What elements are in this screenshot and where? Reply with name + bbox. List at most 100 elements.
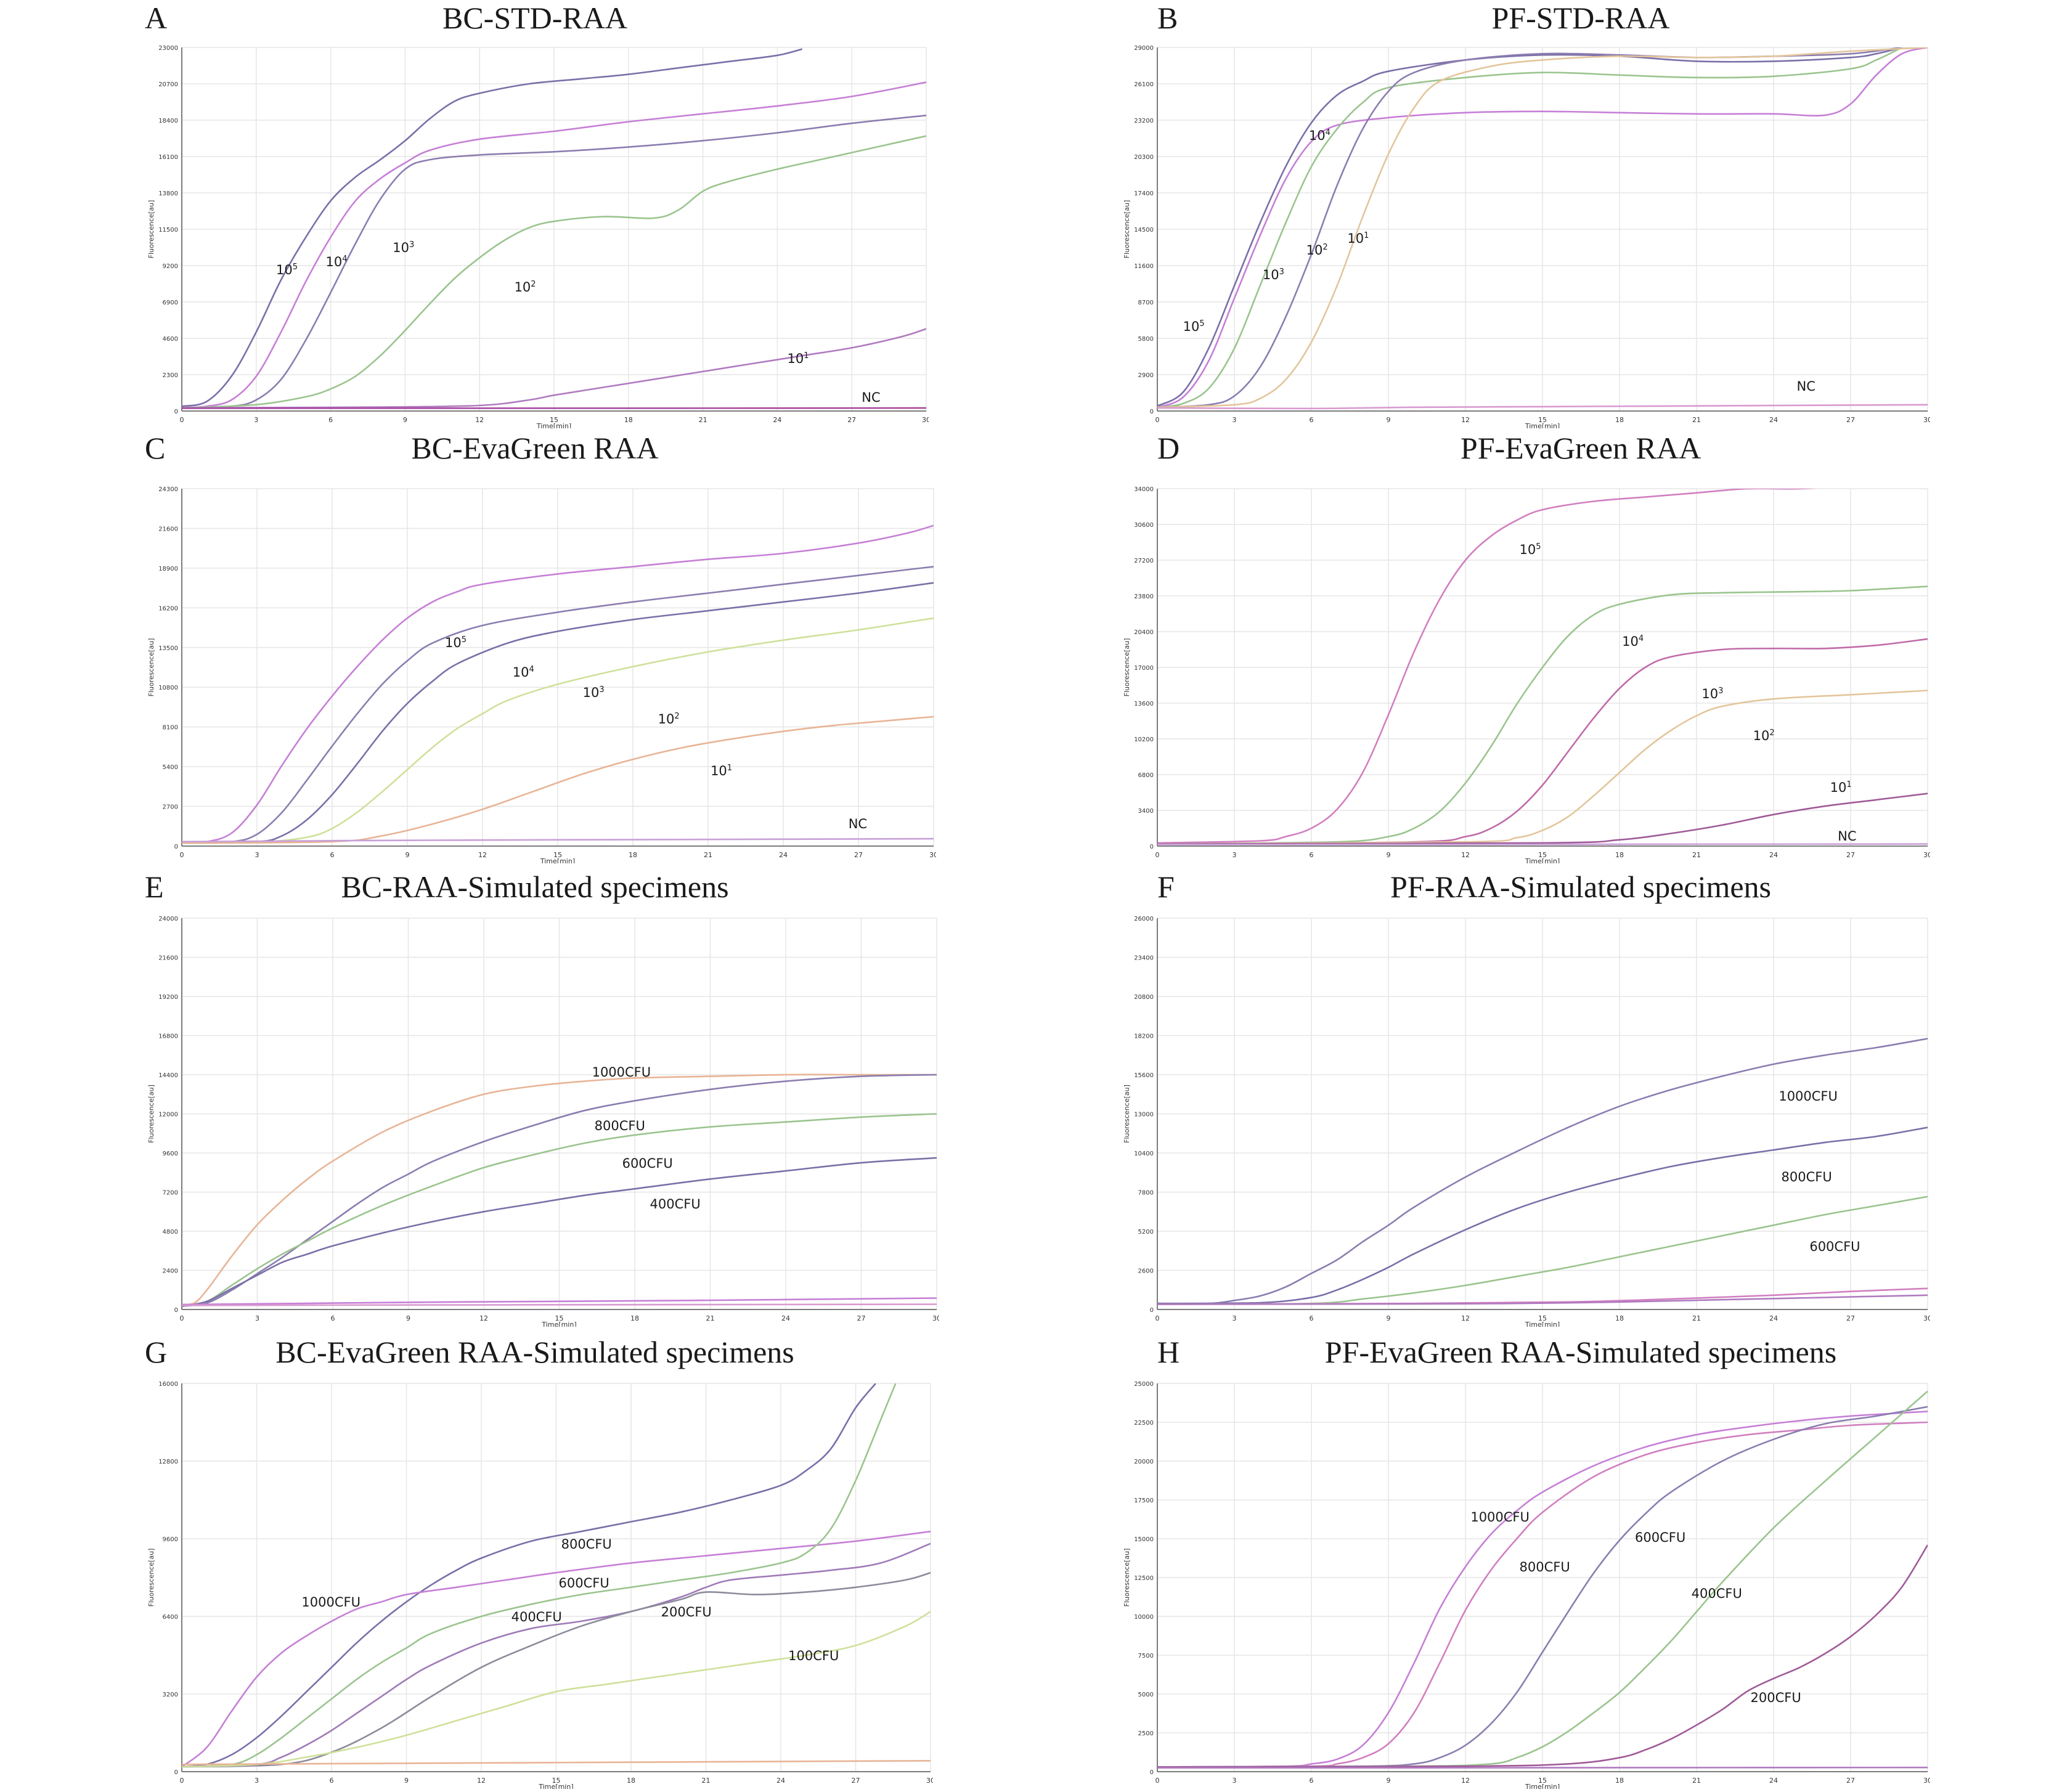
curve-label: 600CFU xyxy=(559,1574,639,1599)
x-tick-label: 30 xyxy=(1923,851,1930,859)
x-tick-label: 18 xyxy=(1615,851,1624,859)
panel-letter: F xyxy=(1157,869,1175,905)
x-tick-label: 27 xyxy=(1846,851,1855,859)
x-tick-label: 12 xyxy=(479,1314,488,1322)
y-tick-label: 23000 xyxy=(158,45,178,52)
x-tick-label: 6 xyxy=(330,851,335,859)
curve-label: 200CFU xyxy=(1751,1688,1831,1713)
curve-label: 105 xyxy=(1520,538,1600,563)
curve-label: 1000CFU xyxy=(1779,1087,1859,1112)
y-tick-label: 16800 xyxy=(158,1033,178,1040)
chart-title: BC-STD-RAA xyxy=(442,0,627,36)
y-tick-label: 10400 xyxy=(1134,1151,1154,1157)
x-tick-label: 30 xyxy=(932,1314,939,1322)
y-tick-label: 3200 xyxy=(163,1692,178,1698)
y-tick-label: 21600 xyxy=(158,955,178,962)
y-axis-label: Fluorescence[au] xyxy=(1123,638,1131,697)
y-tick-label: 20300 xyxy=(1134,154,1154,161)
chart-title: PF-EvaGreen RAA-Simulated specimens xyxy=(1325,1334,1836,1370)
x-tick-label: 24 xyxy=(1769,416,1778,424)
x-tick-label: 24 xyxy=(773,416,781,424)
curve-label: 101 xyxy=(1830,776,1910,800)
y-tick-label: 13000 xyxy=(1134,1112,1154,1118)
x-tick-label: 3 xyxy=(1233,851,1237,859)
y-tick-label: 16200 xyxy=(158,605,178,612)
curve-label: 800CFU xyxy=(595,1117,675,1141)
y-tick-label: 0 xyxy=(174,844,178,850)
curve-label: 104 xyxy=(513,661,593,685)
y-tick-label: 20400 xyxy=(1134,629,1154,636)
y-tick-label: 3400 xyxy=(1138,808,1154,815)
y-tick-label: 22500 xyxy=(1134,1420,1154,1427)
y-tick-label: 29000 xyxy=(1134,45,1154,52)
y-tick-label: 2500 xyxy=(1138,1730,1154,1737)
y-axis-label: Fluorescence[au] xyxy=(147,638,155,697)
y-tick-label: 20700 xyxy=(158,81,178,88)
x-tick-label: 3 xyxy=(255,851,259,859)
x-tick-label: 3 xyxy=(1233,416,1237,424)
y-tick-label: 21600 xyxy=(158,526,178,532)
y-tick-label: 0 xyxy=(174,409,178,415)
curve-label: 200CFU xyxy=(661,1603,741,1627)
y-tick-label: 13800 xyxy=(158,190,178,197)
y-tick-label: 0 xyxy=(1150,409,1154,415)
y-tick-label: 20800 xyxy=(1134,994,1154,1001)
y-tick-label: 12800 xyxy=(158,1459,178,1465)
curve-label: 100CFU xyxy=(788,1647,868,1671)
y-tick-label: 19200 xyxy=(158,994,178,1001)
x-axis-label: Time[min] xyxy=(541,1321,576,1327)
curve-label: 600CFU xyxy=(1635,1528,1715,1553)
x-tick-label: 30 xyxy=(1923,416,1930,424)
curve-label: NC xyxy=(862,388,929,413)
x-tick-label: 0 xyxy=(1155,416,1160,424)
y-tick-label: 9600 xyxy=(163,1536,178,1543)
x-tick-label: 27 xyxy=(847,416,856,424)
x-tick-label: 6 xyxy=(1310,416,1314,424)
y-tick-label: 18400 xyxy=(158,118,178,124)
y-tick-label: 10200 xyxy=(1134,736,1154,743)
x-tick-label: 12 xyxy=(1461,851,1470,859)
series-line xyxy=(1157,844,1928,845)
x-tick-label: 18 xyxy=(624,416,633,424)
y-tick-label: 0 xyxy=(1150,844,1154,850)
y-tick-label: 8700 xyxy=(1138,299,1154,306)
panel-letter: H xyxy=(1157,1334,1180,1370)
x-tick-label: 21 xyxy=(1692,416,1701,424)
curve-label: 101 xyxy=(788,347,868,372)
x-tick-label: 6 xyxy=(1310,851,1314,859)
x-tick-label: 9 xyxy=(1387,851,1391,859)
curve-label: 104 xyxy=(1622,630,1702,654)
y-tick-label: 0 xyxy=(1150,1307,1154,1314)
curve-label: 800CFU xyxy=(1782,1168,1862,1192)
y-tick-label: 17500 xyxy=(1134,1497,1154,1504)
y-tick-label: 26000 xyxy=(1134,916,1154,922)
y-tick-label: 13500 xyxy=(158,645,178,652)
y-tick-label: 23800 xyxy=(1134,593,1154,600)
x-axis-label: Time[min] xyxy=(1525,1783,1560,1789)
x-tick-label: 0 xyxy=(180,1314,184,1322)
y-tick-label: 15000 xyxy=(1134,1536,1154,1543)
x-tick-label: 24 xyxy=(779,851,788,859)
y-tick-label: 2300 xyxy=(163,372,178,379)
y-tick-label: 5200 xyxy=(1138,1229,1154,1236)
curve-label: 1000CFU xyxy=(1470,1508,1551,1533)
y-tick-label: 6400 xyxy=(163,1614,178,1621)
curve-label: NC xyxy=(1838,827,1918,852)
x-tick-label: 24 xyxy=(1769,1314,1778,1322)
y-axis-label: Fluorescence[au] xyxy=(1123,1085,1131,1143)
y-tick-label: 24300 xyxy=(158,486,178,493)
y-tick-label: 10000 xyxy=(1134,1614,1154,1621)
curve-label: 103 xyxy=(583,681,663,706)
x-tick-label: 3 xyxy=(255,1314,259,1322)
y-tick-label: 0 xyxy=(174,1769,178,1776)
y-tick-label: 24000 xyxy=(158,916,178,922)
x-axis-label: Time[min] xyxy=(1525,422,1560,428)
chart-title: BC-EvaGreen RAA-Simulated specimens xyxy=(275,1334,794,1370)
y-tick-label: 7500 xyxy=(1138,1653,1154,1660)
